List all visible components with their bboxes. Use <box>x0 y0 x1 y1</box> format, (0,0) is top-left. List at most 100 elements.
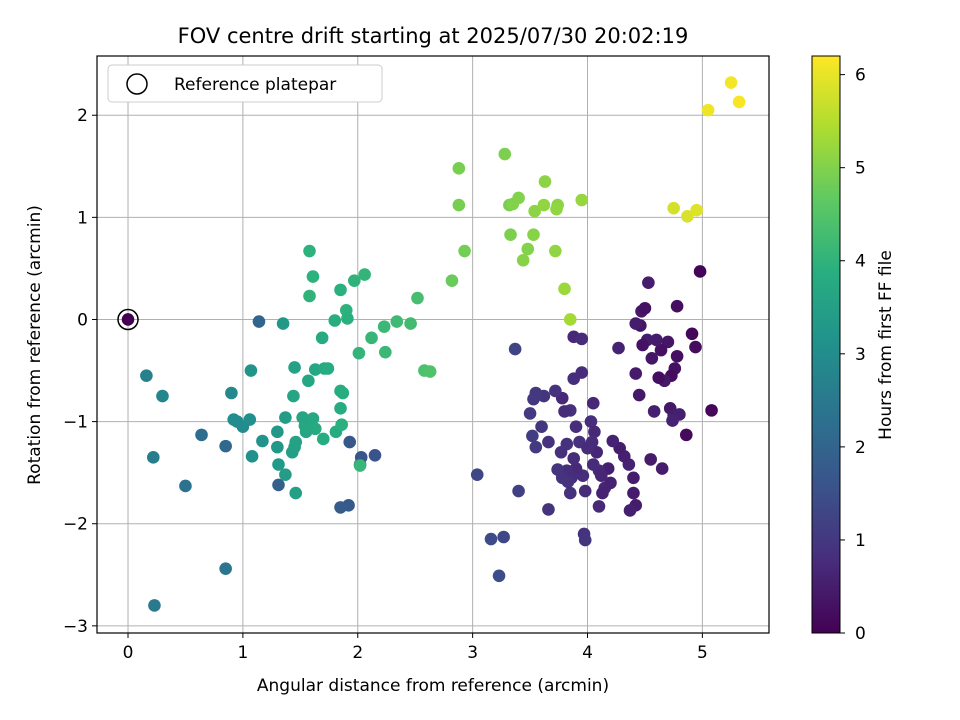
data-point <box>512 191 525 205</box>
grid-lines <box>97 56 769 633</box>
data-point <box>685 327 699 341</box>
data-point <box>724 76 738 89</box>
data-point <box>245 450 259 463</box>
data-point <box>334 402 347 415</box>
data-point <box>272 478 285 492</box>
data-point <box>279 411 292 424</box>
data-point <box>655 462 669 475</box>
data-point <box>569 420 583 434</box>
data-point <box>586 396 600 410</box>
data-point <box>690 203 703 217</box>
data-point <box>379 345 392 359</box>
data-point <box>179 479 192 493</box>
data-point <box>537 198 551 212</box>
data-point <box>596 486 609 500</box>
data-point <box>498 147 512 161</box>
data-point <box>303 244 316 258</box>
y-tick-label: 2 <box>77 106 88 126</box>
colorbar-tick-label: 1 <box>855 531 866 551</box>
data-point <box>445 274 459 287</box>
x-tick-label: 1 <box>237 643 248 663</box>
data-point <box>368 449 382 462</box>
data-point <box>654 343 668 357</box>
data-point <box>647 405 661 418</box>
data-point <box>693 265 707 278</box>
data-point <box>140 369 153 382</box>
data-point <box>549 384 562 398</box>
data-point <box>288 361 301 374</box>
data-point <box>484 532 498 546</box>
data-point <box>592 500 606 513</box>
data-point <box>341 312 354 325</box>
data-point <box>321 362 335 375</box>
data-point <box>563 313 577 326</box>
colorbar-tick-label: 3 <box>855 345 866 365</box>
data-point <box>271 440 284 454</box>
data-point <box>650 333 663 347</box>
data-point <box>575 193 589 207</box>
data-point <box>528 204 541 218</box>
data-point <box>527 228 540 242</box>
data-point <box>504 228 517 242</box>
data-point <box>302 374 315 388</box>
data-point <box>586 458 600 471</box>
data-point <box>670 349 684 363</box>
data-point <box>623 504 637 517</box>
data-point <box>195 428 208 442</box>
legend: Reference platepar <box>107 64 383 103</box>
data-point <box>701 103 715 117</box>
data-point <box>146 451 160 464</box>
data-point <box>558 405 571 418</box>
data-point <box>508 342 522 356</box>
data-point <box>585 435 599 449</box>
data-point <box>279 468 292 482</box>
data-point <box>612 341 625 355</box>
data-point <box>365 331 378 345</box>
data-point <box>452 162 466 175</box>
data-point <box>287 389 300 403</box>
reference-marker <box>117 308 139 331</box>
data-point <box>306 412 320 425</box>
data-point <box>411 291 424 305</box>
data-point <box>334 501 347 514</box>
y-tick-label: 0 <box>77 310 88 330</box>
data-point <box>303 289 316 303</box>
data-point <box>689 340 702 354</box>
data-point <box>353 459 367 472</box>
data-point <box>244 364 258 377</box>
data-point <box>219 439 232 453</box>
data-point <box>256 434 269 448</box>
legend-marker-icon <box>126 73 148 95</box>
data-point <box>670 299 684 313</box>
x-tick-label: 2 <box>352 643 363 663</box>
data-point <box>336 386 350 400</box>
data-point <box>575 332 589 346</box>
data-point <box>563 486 577 500</box>
data-point <box>148 599 161 612</box>
data-point <box>470 468 484 482</box>
data-point <box>584 415 598 428</box>
x-tick-label: 4 <box>582 643 593 663</box>
data-point <box>343 435 357 449</box>
data-point <box>627 486 640 500</box>
data-point <box>352 346 366 360</box>
reference-point-ring <box>117 308 139 331</box>
data-point <box>315 331 329 345</box>
data-point <box>555 471 569 485</box>
data-point <box>732 95 746 109</box>
data-point <box>567 372 581 386</box>
data-point <box>636 338 649 352</box>
x-tick-label: 5 <box>697 643 708 663</box>
colorbar-tick-label: 2 <box>855 438 866 458</box>
data-point <box>638 301 652 315</box>
data-point <box>558 282 571 296</box>
data-point <box>516 253 530 267</box>
data-point <box>578 533 592 547</box>
data-point <box>377 320 391 333</box>
colorbar-tick-label: 4 <box>855 252 866 272</box>
data-point <box>632 388 646 402</box>
data-point <box>523 407 537 420</box>
data-point <box>705 404 718 417</box>
data-point <box>121 313 135 326</box>
